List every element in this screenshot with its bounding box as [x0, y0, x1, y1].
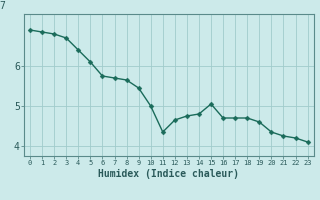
Text: 7: 7 — [0, 1, 5, 11]
X-axis label: Humidex (Indice chaleur): Humidex (Indice chaleur) — [98, 169, 239, 179]
